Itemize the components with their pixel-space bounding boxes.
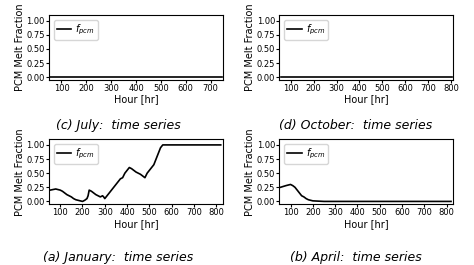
X-axis label: Hour [hr]: Hour [hr]: [114, 219, 158, 229]
Y-axis label: PCM Melt Fraction: PCM Melt Fraction: [246, 4, 255, 91]
Y-axis label: PCM Melt Fraction: PCM Melt Fraction: [246, 128, 255, 215]
Legend: $f_{pcm}$: $f_{pcm}$: [284, 20, 328, 40]
X-axis label: Hour [hr]: Hour [hr]: [344, 95, 389, 104]
Legend: $f_{pcm}$: $f_{pcm}$: [284, 144, 328, 164]
Y-axis label: PCM Melt Fraction: PCM Melt Fraction: [15, 4, 25, 91]
Legend: $f_{pcm}$: $f_{pcm}$: [54, 20, 98, 40]
X-axis label: Hour [hr]: Hour [hr]: [114, 95, 158, 104]
Text: (a) January:  time series: (a) January: time series: [44, 251, 193, 264]
Y-axis label: PCM Melt Fraction: PCM Melt Fraction: [15, 128, 25, 215]
Text: (b) April:  time series: (b) April: time series: [290, 251, 421, 264]
X-axis label: Hour [hr]: Hour [hr]: [344, 219, 389, 229]
Text: (d) October:  time series: (d) October: time series: [279, 120, 432, 132]
Legend: $f_{pcm}$: $f_{pcm}$: [54, 144, 98, 164]
Text: (c) July:  time series: (c) July: time series: [56, 120, 181, 132]
